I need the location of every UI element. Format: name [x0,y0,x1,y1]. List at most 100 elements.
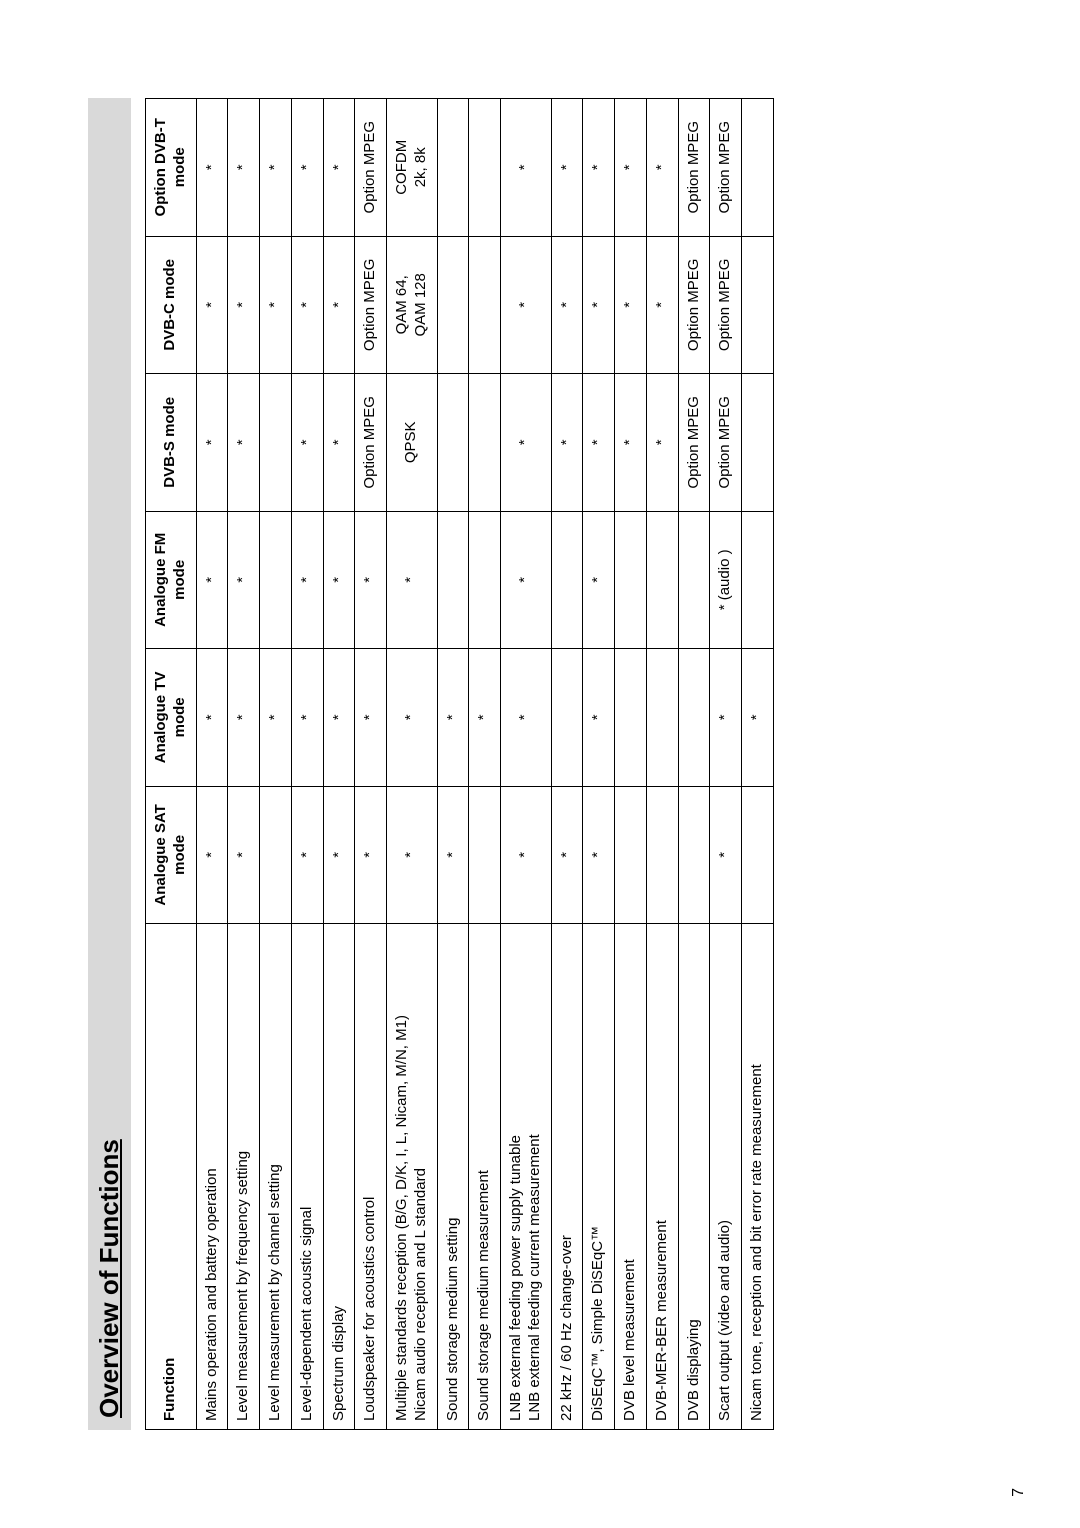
page-number: 7 [1010,1488,1028,1497]
table-header-row: FunctionAnalogue SAT modeAnalogue TV mod… [146,99,197,1430]
mode-cell: * [469,649,501,787]
mode-cell: * [583,649,615,787]
mode-cell: * [323,374,355,512]
mode-cell: * [228,374,260,512]
function-cell: Sound storage medium setting [437,924,469,1430]
table-row: LNB external feeding power supply tunabl… [501,99,552,1430]
mode-cell: Option MPEG [355,374,387,512]
mode-cell [742,236,774,374]
table-head: FunctionAnalogue SAT modeAnalogue TV mod… [146,99,197,1430]
mode-cell: * [615,236,647,374]
table-row: Level-dependent acoustic signal****** [291,99,323,1430]
mode-cell: * [501,99,552,237]
mode-cell: * [323,649,355,787]
col-header-mode: Analogue TV mode [146,649,197,787]
col-header-mode: DVB-S mode [146,374,197,512]
mode-cell: Option MPEG [710,99,742,237]
mode-cell [469,236,501,374]
mode-cell: * [355,511,387,649]
mode-cell: * [260,649,292,787]
table-row: Multiple standards reception (B/G, D/K, … [387,99,438,1430]
mode-cell [551,649,583,787]
mode-cell [678,511,710,649]
mode-cell: * [615,99,647,237]
mode-cell: * [228,649,260,787]
mode-cell: Option MPEG [678,236,710,374]
mode-cell: Option MPEG [678,99,710,237]
mode-cell [260,511,292,649]
mode-cell [260,374,292,512]
col-header-mode: Option DVB-T mode [146,99,197,237]
mode-cell: * [196,649,228,787]
mode-cell: * [501,649,552,787]
rotated-content: Overview of Functions FunctionAnalogue S… [80,90,1000,1438]
table-row: Sound storage medium setting** [437,99,469,1430]
table-row: Loudspeaker for acoustics control***Opti… [355,99,387,1430]
mode-cell: * [583,99,615,237]
mode-cell: * [355,649,387,787]
mode-cell [469,511,501,649]
mode-cell: * [615,374,647,512]
mode-cell: * [228,236,260,374]
table-row: Sound storage medium measurement* [469,99,501,1430]
mode-cell: * [742,649,774,787]
function-cell: LNB external feeding power supply tunabl… [501,924,552,1430]
col-header-mode: Analogue SAT mode [146,786,197,924]
mode-cell [437,511,469,649]
mode-cell [437,236,469,374]
mode-cell: Option MPEG [355,236,387,374]
table-row: Nicam tone, reception and bit error rate… [742,99,774,1430]
mode-cell: * [710,649,742,787]
mode-cell: * [355,786,387,924]
function-cell: Nicam tone, reception and bit error rate… [742,924,774,1430]
table-row: Spectrum display****** [323,99,355,1430]
function-cell: Loudspeaker for acoustics control [355,924,387,1430]
mode-cell: QPSK [387,374,438,512]
col-header-mode: DVB-C mode [146,236,197,374]
mode-cell [469,786,501,924]
mode-cell [615,786,647,924]
mode-cell: * [646,374,678,512]
mode-cell [678,786,710,924]
mode-cell: * [710,786,742,924]
table-row: Level measurement by channel setting*** [260,99,292,1430]
mode-cell [742,511,774,649]
function-cell: Multiple standards reception (B/G, D/K, … [387,924,438,1430]
mode-cell: * [501,786,552,924]
mode-cell [469,374,501,512]
mode-cell [615,649,647,787]
mode-cell: * [228,511,260,649]
mode-cell [678,649,710,787]
function-cell: Level measurement by channel setting [260,924,292,1430]
function-cell: DiSEqC™, Simple DiSEqC™ [583,924,615,1430]
table-row: DVB displayingOption MPEGOption MPEGOpti… [678,99,710,1430]
table-row: DVB-MER-BER measurement*** [646,99,678,1430]
mode-cell: * [291,236,323,374]
mode-cell: * [501,511,552,649]
mode-cell: * [260,99,292,237]
function-cell: Scart output (video and audio) [710,924,742,1430]
mode-cell: * [501,236,552,374]
mode-cell [437,374,469,512]
table-body: Mains operation and battery operation***… [196,99,773,1430]
mode-cell: * [291,786,323,924]
mode-cell [742,786,774,924]
mode-cell: * [437,786,469,924]
mode-cell: * [323,99,355,237]
function-cell: Level measurement by frequency setting [228,924,260,1430]
functions-table: FunctionAnalogue SAT modeAnalogue TV mod… [145,98,774,1430]
mode-cell: * [387,649,438,787]
mode-cell: * [583,374,615,512]
mode-cell: Option MPEG [355,99,387,237]
function-cell: DVB level measurement [615,924,647,1430]
mode-cell: * [583,786,615,924]
mode-cell [615,511,647,649]
mode-cell: * [646,99,678,237]
mode-cell: * [323,786,355,924]
mode-cell: Option MPEG [710,236,742,374]
mode-cell: * [260,236,292,374]
page-title: Overview of Functions [94,110,125,1418]
mode-cell: * [583,236,615,374]
mode-cell [469,99,501,237]
mode-cell [551,511,583,649]
